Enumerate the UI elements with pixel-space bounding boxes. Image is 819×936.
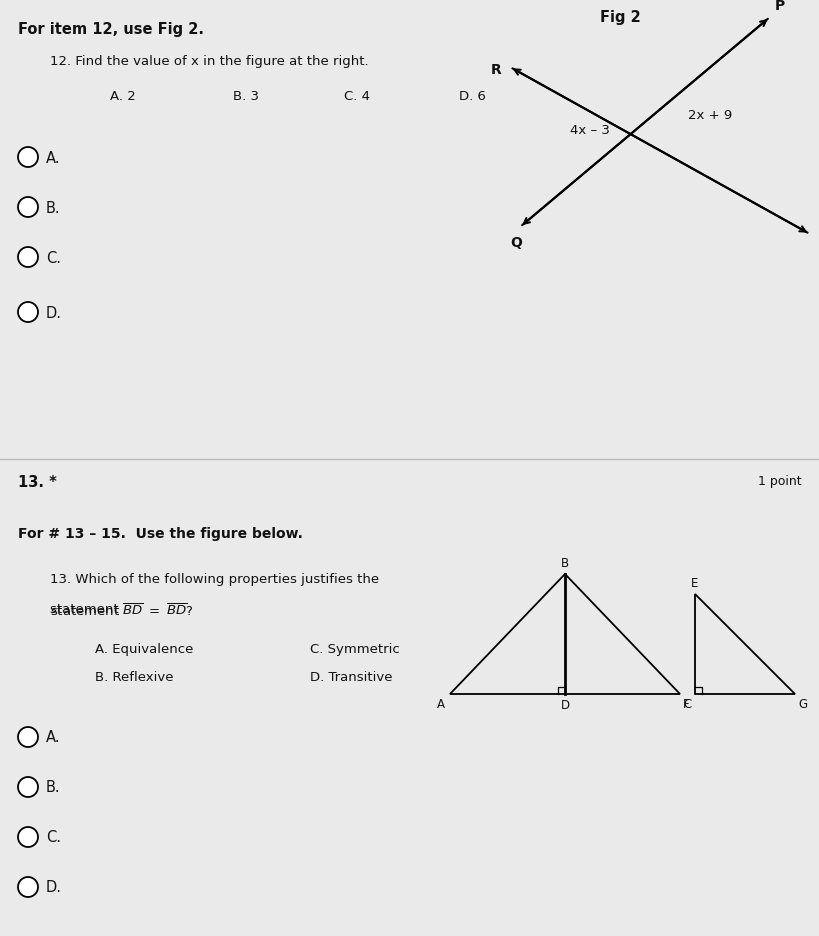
Text: G: G bbox=[797, 697, 806, 710]
Circle shape bbox=[18, 248, 38, 268]
Text: 4x – 3: 4x – 3 bbox=[569, 124, 609, 137]
Circle shape bbox=[18, 197, 38, 218]
Text: A. 2: A. 2 bbox=[110, 90, 136, 103]
Text: B.: B. bbox=[46, 200, 61, 215]
Text: 2x + 9: 2x + 9 bbox=[687, 109, 731, 122]
Text: 1 point: 1 point bbox=[758, 475, 801, 488]
Text: For # 13 – 15.  Use the figure below.: For # 13 – 15. Use the figure below. bbox=[18, 526, 302, 540]
Text: D. 6: D. 6 bbox=[459, 90, 486, 103]
Text: A: A bbox=[437, 697, 445, 710]
Text: C.: C. bbox=[46, 829, 61, 844]
Circle shape bbox=[18, 827, 38, 847]
Text: A.: A. bbox=[46, 730, 61, 745]
Text: For item 12, use Fig 2.: For item 12, use Fig 2. bbox=[18, 22, 204, 37]
Text: statement: statement bbox=[50, 603, 123, 615]
Text: C. Symmetric: C. Symmetric bbox=[310, 642, 400, 655]
Text: R: R bbox=[491, 63, 501, 77]
Text: D. Transitive: D. Transitive bbox=[310, 670, 392, 683]
Text: A. Equivalence: A. Equivalence bbox=[95, 642, 193, 655]
Text: C. 4: C. 4 bbox=[344, 90, 369, 103]
Text: D.: D. bbox=[46, 305, 62, 320]
Text: 13. *: 13. * bbox=[18, 475, 57, 490]
Circle shape bbox=[18, 148, 38, 168]
Text: E: E bbox=[690, 577, 698, 590]
Text: 12. Find the value of x in the figure at the right.: 12. Find the value of x in the figure at… bbox=[50, 55, 369, 68]
Text: S: S bbox=[817, 229, 819, 243]
Text: A.: A. bbox=[46, 151, 61, 166]
Text: Fig 2: Fig 2 bbox=[599, 10, 640, 25]
Text: Q: Q bbox=[509, 236, 522, 250]
Text: P: P bbox=[774, 0, 785, 13]
Text: statement $\overline{BD}$ $=$ $\overline{BD}$?: statement $\overline{BD}$ $=$ $\overline… bbox=[50, 603, 193, 619]
Text: D: D bbox=[559, 698, 569, 711]
Circle shape bbox=[18, 302, 38, 323]
Text: B. Reflexive: B. Reflexive bbox=[95, 670, 174, 683]
Text: B.: B. bbox=[46, 780, 61, 795]
Text: F: F bbox=[682, 697, 689, 710]
Text: B. 3: B. 3 bbox=[233, 90, 259, 103]
Text: B: B bbox=[560, 556, 568, 569]
Text: D.: D. bbox=[46, 880, 62, 895]
Circle shape bbox=[18, 877, 38, 897]
Text: C: C bbox=[682, 697, 690, 710]
Text: 13. Which of the following properties justifies the: 13. Which of the following properties ju… bbox=[50, 573, 378, 585]
Circle shape bbox=[18, 727, 38, 747]
Circle shape bbox=[18, 777, 38, 797]
Text: C.: C. bbox=[46, 250, 61, 265]
